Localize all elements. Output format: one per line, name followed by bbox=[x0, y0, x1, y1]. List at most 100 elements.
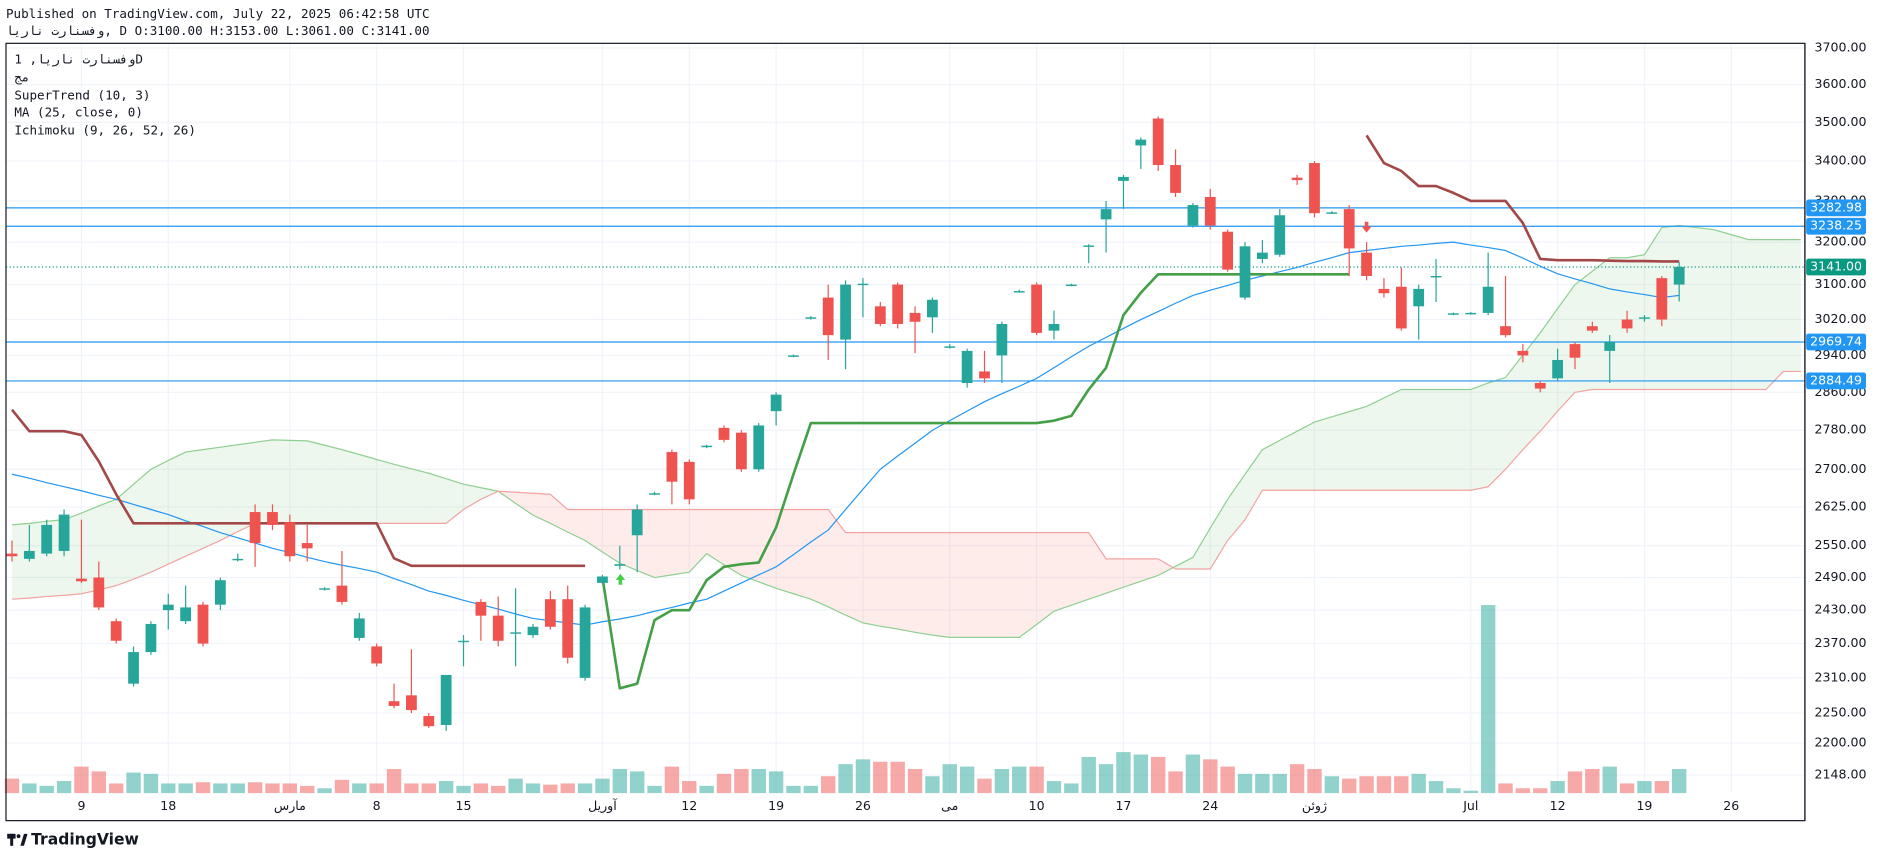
cloud-fill bbox=[1088, 532, 1107, 600]
cloud-fill bbox=[793, 509, 811, 600]
volume-bar bbox=[1671, 768, 1687, 794]
volume-bar bbox=[873, 761, 888, 794]
volume-bar bbox=[508, 778, 523, 794]
candle-body bbox=[458, 640, 469, 643]
volume-bar bbox=[282, 783, 298, 794]
cloud-fill bbox=[185, 449, 204, 557]
volume-bar bbox=[543, 784, 558, 794]
volume-bar bbox=[1342, 778, 1357, 794]
x-tick-label: 26 bbox=[1723, 798, 1739, 813]
volume-bar bbox=[1324, 776, 1340, 794]
y-tick-label: 3600.00 bbox=[1815, 76, 1867, 91]
cloud-fill bbox=[341, 449, 360, 524]
candle-body bbox=[1569, 344, 1581, 358]
candle-body bbox=[1430, 275, 1442, 278]
volume-bar bbox=[1550, 781, 1565, 794]
volume-bar bbox=[491, 785, 506, 794]
cloud-fill bbox=[1470, 382, 1489, 491]
volume-bar bbox=[994, 768, 1010, 794]
candle-body bbox=[1135, 139, 1147, 146]
volume-bar bbox=[682, 781, 697, 794]
volume-bar bbox=[768, 771, 784, 794]
volume-bar bbox=[1376, 776, 1392, 794]
volume-bar bbox=[1359, 776, 1374, 794]
y-tick-label: 3500.00 bbox=[1815, 114, 1867, 129]
volume-bar bbox=[907, 768, 923, 794]
cloud-fill bbox=[1071, 532, 1089, 606]
cloud-fill bbox=[689, 509, 707, 573]
y-tick-label: 2490.00 bbox=[1815, 569, 1867, 584]
candle-body bbox=[770, 394, 782, 412]
candle-body bbox=[1152, 118, 1164, 166]
cloud-fill bbox=[949, 532, 968, 638]
logo-mark bbox=[10, 833, 14, 846]
cloud-fill bbox=[1053, 532, 1072, 612]
x-tick-label: 15 bbox=[456, 798, 472, 813]
volume-bar bbox=[1168, 771, 1183, 794]
volume-bar bbox=[1637, 781, 1652, 794]
legend-line: MA (25, close, 0) bbox=[14, 104, 143, 119]
cloud-fill bbox=[984, 532, 1002, 638]
candle-body bbox=[1517, 350, 1529, 356]
candle-body bbox=[162, 604, 174, 611]
volume-bar bbox=[1255, 773, 1270, 794]
volume-bar bbox=[230, 783, 245, 794]
volume-bar bbox=[1654, 781, 1670, 794]
candle-body bbox=[840, 284, 851, 340]
candle-body bbox=[857, 283, 869, 286]
cloud-fill bbox=[1627, 254, 1645, 390]
cloud-fill bbox=[1383, 389, 1402, 491]
x-tick-label: آوریل bbox=[588, 798, 617, 814]
candle-body bbox=[110, 621, 122, 641]
volume-bar bbox=[1098, 764, 1114, 794]
candle-body bbox=[510, 632, 522, 634]
candle-body bbox=[1048, 323, 1060, 331]
plot bbox=[4, 43, 1805, 794]
cloud-fill bbox=[1140, 558, 1159, 582]
candle-body bbox=[527, 626, 539, 636]
volume-bar bbox=[22, 783, 37, 794]
volume-bar bbox=[1446, 788, 1461, 794]
volume-bar bbox=[91, 771, 106, 794]
volume-bar bbox=[1046, 781, 1062, 794]
cloud-fill bbox=[411, 468, 429, 524]
x-tick-label: 18 bbox=[160, 798, 176, 813]
cloud-fill bbox=[862, 532, 881, 627]
x-tick-label: 9 bbox=[77, 798, 85, 813]
candle-body bbox=[979, 371, 990, 379]
x-tick-label: 10 bbox=[1029, 798, 1045, 813]
cloud-fill bbox=[1453, 389, 1471, 491]
candle-body bbox=[1413, 288, 1425, 307]
candle-body bbox=[1361, 252, 1372, 276]
cloud-fill bbox=[289, 440, 308, 524]
span-a-line bbox=[11, 224, 1801, 638]
price-box bbox=[1806, 333, 1867, 351]
volume-bar bbox=[838, 764, 853, 794]
y-tick-label: 3020.00 bbox=[1815, 311, 1867, 326]
volume-bar bbox=[734, 768, 749, 794]
candle-body bbox=[1552, 359, 1564, 379]
price-label: 2969.74 bbox=[1810, 333, 1862, 348]
volume-bar bbox=[890, 761, 905, 794]
candle-body bbox=[197, 604, 209, 644]
cloud-fill bbox=[1783, 239, 1801, 372]
cloud-fill bbox=[602, 509, 620, 564]
candle-body bbox=[1083, 245, 1095, 247]
cloud-fill bbox=[150, 460, 169, 573]
x-tick-label: می bbox=[941, 798, 958, 813]
candle-body bbox=[1534, 382, 1546, 389]
candle-body bbox=[788, 355, 799, 357]
cloud-fill bbox=[671, 509, 690, 575]
candle-body bbox=[562, 599, 574, 658]
volume-bar bbox=[821, 776, 836, 794]
cloud-fill bbox=[532, 493, 551, 524]
volume-bar bbox=[1150, 756, 1166, 794]
candle-body bbox=[93, 577, 105, 608]
x-tick-label: 17 bbox=[1115, 798, 1131, 813]
cloud-fill bbox=[880, 532, 898, 629]
price-label: 3238.25 bbox=[1810, 218, 1862, 233]
volume-bar bbox=[1185, 754, 1201, 794]
candle-body bbox=[23, 550, 35, 559]
candle-body bbox=[597, 576, 608, 583]
